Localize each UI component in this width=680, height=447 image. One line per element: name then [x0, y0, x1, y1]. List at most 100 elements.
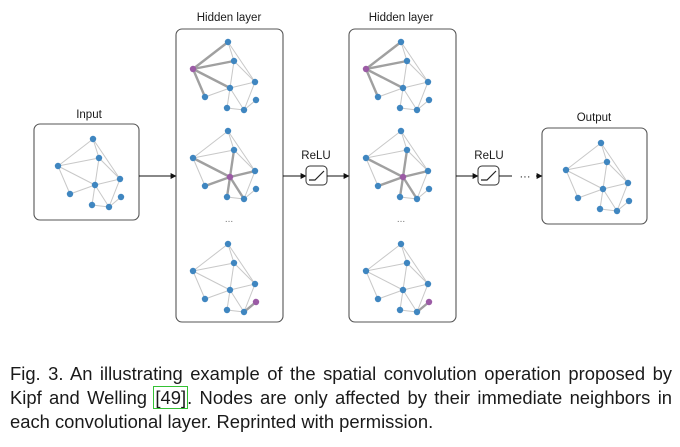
graph-edge	[94, 157, 100, 186]
graph-node	[224, 127, 232, 135]
highlight-edge	[377, 175, 404, 188]
graph-node	[424, 78, 432, 86]
graph-node	[189, 267, 197, 275]
graph-edge	[402, 60, 408, 89]
graph-node	[403, 57, 411, 65]
graph-node	[226, 84, 234, 92]
graph-node	[596, 205, 604, 213]
graph-edge	[108, 178, 121, 208]
graph-edge	[365, 243, 402, 272]
graph-layer	[54, 38, 633, 316]
graph-edge	[57, 157, 100, 167]
highlight-node	[226, 173, 234, 181]
graph-node	[117, 193, 125, 201]
graph-node	[624, 179, 632, 187]
graph-edge	[57, 138, 94, 167]
output-graph	[562, 139, 633, 215]
highlight-edge	[364, 68, 380, 98]
highlight-edge	[228, 176, 246, 200]
graph-edge	[204, 87, 231, 98]
graph-node	[66, 190, 74, 198]
graph-node	[240, 106, 248, 114]
graph-edge	[192, 270, 206, 300]
graph-edge	[606, 161, 629, 184]
graph-edge	[416, 170, 429, 200]
highlight-edge	[401, 149, 409, 178]
output-panel	[541, 127, 648, 225]
highlight-edge	[204, 175, 231, 188]
caption-text-end: . Nodes are only affected by their immed…	[10, 387, 673, 432]
graph-node	[251, 78, 259, 86]
graph-edge	[227, 243, 256, 285]
graph-node	[413, 195, 421, 203]
graph-edge	[577, 188, 604, 199]
graph-node	[201, 93, 209, 101]
graph-edge	[226, 289, 231, 311]
graph-node	[425, 185, 433, 193]
graph-edge	[402, 81, 429, 89]
graph-node	[399, 84, 407, 92]
relu-box-2	[477, 165, 500, 186]
graph-node	[362, 154, 370, 162]
graph-node	[116, 175, 124, 183]
graph-node	[396, 193, 404, 201]
graph-edge	[399, 289, 404, 311]
graph-node	[397, 240, 405, 248]
graph-edge	[91, 184, 96, 206]
gcn-diagram: Input Hidden layer Hidden layer Output R…	[33, 12, 648, 323]
graph-edge	[92, 138, 100, 159]
highlight-node	[362, 65, 370, 73]
graph-edge	[69, 184, 96, 195]
graph-edge	[565, 142, 602, 171]
highlight-edge	[192, 67, 231, 90]
graph-edge	[57, 165, 71, 195]
graph-node	[224, 38, 232, 46]
graph-edge	[229, 60, 235, 89]
graph-edge	[229, 81, 256, 89]
highlight-edge	[192, 59, 235, 71]
graph-edge	[602, 188, 618, 212]
graph-node	[562, 166, 570, 174]
graph-edge	[400, 130, 408, 151]
graph-edge	[229, 87, 245, 111]
citation-link[interactable]: [49]	[153, 386, 189, 409]
graph-node	[397, 38, 405, 46]
highlight-edge	[365, 67, 404, 90]
graph-node	[613, 207, 621, 215]
graph-edge	[243, 81, 256, 111]
graph-node	[599, 185, 607, 193]
graph-node	[240, 308, 248, 316]
graph-node	[95, 154, 103, 162]
graph-edge	[402, 262, 408, 291]
graph-edge	[243, 283, 256, 313]
graph-edge	[565, 169, 579, 199]
graph-edge	[416, 81, 429, 111]
graph-node	[374, 295, 382, 303]
graph-edge	[365, 262, 408, 272]
graph-edge	[416, 283, 429, 313]
graph-node	[54, 162, 62, 170]
highlight-edge	[191, 68, 207, 98]
graph-edge	[602, 161, 608, 190]
graph-node	[201, 182, 209, 190]
graph-edge	[399, 87, 404, 109]
graph-node	[396, 306, 404, 314]
caption-text-start: Fig. 3. An illustrating example of the s…	[10, 363, 672, 408]
hidden-layer-1-ellipsis: ...	[225, 214, 233, 225]
highlight-edge	[192, 41, 229, 70]
graph-node	[574, 194, 582, 202]
graph-edge	[400, 130, 429, 172]
graph-node	[240, 195, 248, 203]
highlight-node	[399, 173, 407, 181]
graph-edge	[243, 170, 256, 200]
graph-node	[223, 193, 231, 201]
graph-edge	[616, 182, 629, 212]
highlight-edge	[398, 176, 405, 198]
highlight-node	[425, 298, 433, 306]
graph-node	[189, 154, 197, 162]
highlight-edge	[365, 41, 402, 70]
graph-node	[201, 295, 209, 303]
graph-edge	[602, 182, 629, 190]
graph-edge	[600, 142, 629, 184]
graph-edge	[192, 262, 235, 272]
